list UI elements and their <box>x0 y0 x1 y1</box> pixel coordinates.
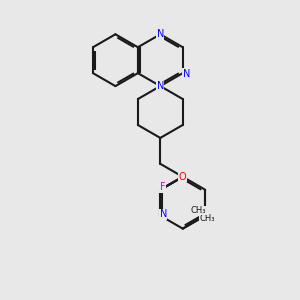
Text: F: F <box>160 182 166 192</box>
Text: N: N <box>157 81 164 91</box>
Text: N: N <box>203 214 210 224</box>
Text: CH₃: CH₃ <box>200 214 215 223</box>
Text: N: N <box>157 29 164 39</box>
Text: CH₃: CH₃ <box>191 206 206 215</box>
Text: O: O <box>179 172 187 182</box>
Text: N: N <box>183 69 190 79</box>
Text: N: N <box>160 209 167 219</box>
